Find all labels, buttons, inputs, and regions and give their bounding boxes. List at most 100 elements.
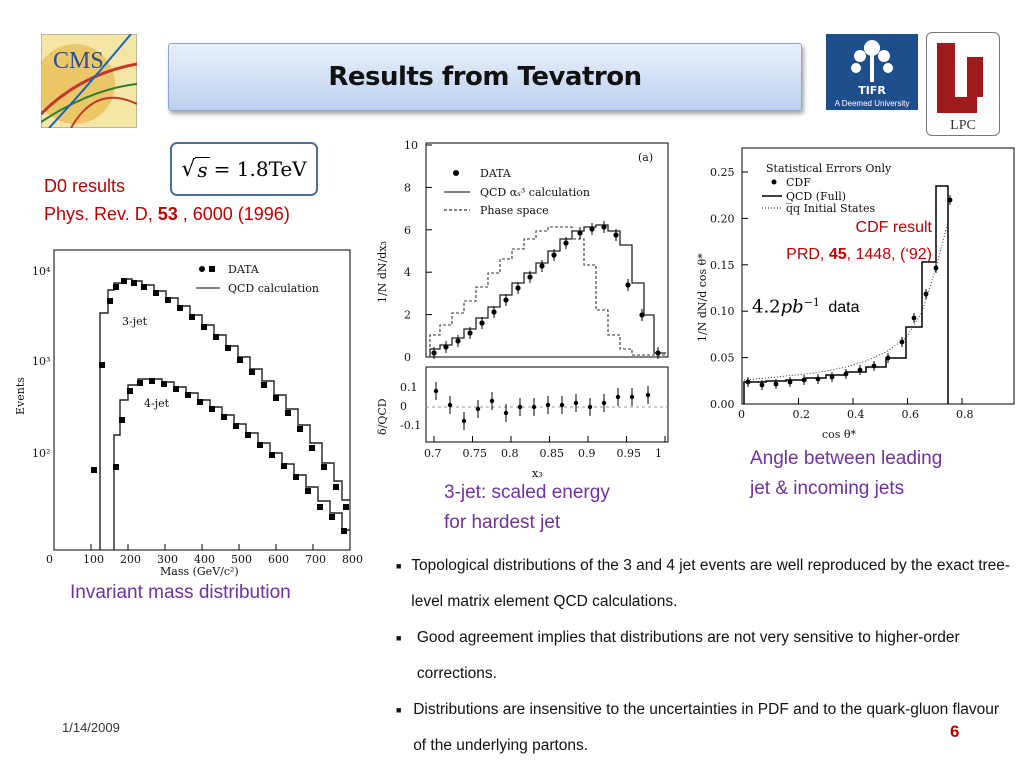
data-point (221, 414, 227, 420)
data-point (759, 382, 765, 388)
energy-xtick: 0.7 (424, 447, 442, 460)
energy-xtick: 0.95 (617, 447, 642, 460)
cdf-luminosity: 4.2pb−1 data (752, 296, 860, 318)
ratio-point (645, 392, 651, 398)
scaled-energy-plot: 10 8 6 4 2 0 0.1 0 -0.1 1/N dN/dx₃ δ/QCD 0.7 0.75… (370, 135, 670, 480)
bullet-list: ■ Topological distributions of the 3 and … (396, 548, 1011, 764)
data-point (655, 350, 661, 356)
data-point (309, 445, 315, 451)
data-point (165, 297, 171, 303)
energy-xtick: 0.75 (463, 447, 488, 460)
d0-reference: D0 results Phys. Rev. D, 53 , 6000 (1996… (44, 172, 290, 228)
energy-phase-space-curve (429, 226, 666, 357)
svg-text:DATA: DATA (480, 167, 512, 180)
data-point (333, 484, 339, 490)
page-number: 6 (950, 722, 960, 741)
data-point (343, 504, 349, 510)
data-point (491, 309, 497, 315)
svg-text:CDF: CDF (786, 176, 811, 189)
data-point (527, 274, 533, 280)
angle-data-points (745, 195, 953, 390)
mass-ytick: 10² (32, 447, 50, 460)
mass-xtick: 100 (83, 553, 104, 566)
mass-ylabel: Events (14, 377, 27, 415)
energy-ylabel2: δ/QCD (376, 398, 389, 435)
data-point (113, 284, 119, 290)
data-point (773, 381, 779, 387)
data-point (261, 382, 267, 388)
data-point (293, 474, 299, 480)
ratio-point (503, 410, 509, 416)
data-point (209, 406, 215, 412)
d0-title: D0 results (44, 176, 126, 196)
data-point (871, 363, 877, 369)
energy-ytick2: 0.1 (400, 381, 418, 394)
angle-xtick: 0.8 (956, 408, 974, 421)
mass-xtick: 300 (157, 553, 178, 566)
data-point (745, 379, 751, 385)
ratio-point (601, 400, 607, 406)
data-point (577, 230, 583, 236)
ratio-point (545, 402, 551, 408)
data-point (233, 423, 239, 429)
data-point (923, 291, 929, 297)
data-point (467, 330, 473, 336)
data-point (285, 410, 291, 416)
data-point (269, 452, 275, 458)
data-point (455, 338, 461, 344)
angle-ytick: 0.20 (710, 212, 735, 225)
angle-xtick: 0.4 (847, 408, 865, 421)
data-point (201, 324, 207, 330)
ratio-point (433, 388, 439, 394)
label-4jet: 4-jet (144, 397, 170, 410)
data-point (127, 388, 133, 394)
data-point (91, 467, 97, 473)
data-point (107, 298, 113, 304)
bullet-item: ■ Topological distributions of the 3 and … (396, 557, 1011, 610)
data-point (787, 379, 793, 385)
angle-ytick: 0.10 (710, 305, 735, 318)
data-point (329, 514, 335, 520)
angle-ytick: 0.00 (710, 398, 735, 411)
data-point (121, 278, 127, 284)
bullet-item: ■ Distributions are insensitive to the un… (396, 701, 1000, 754)
ratio-point (475, 406, 481, 412)
data-point (149, 378, 155, 384)
data-point (99, 362, 105, 368)
data-point (249, 369, 255, 375)
data-point (317, 504, 323, 510)
angle-qcd-curve (743, 185, 949, 404)
data-point (639, 312, 645, 318)
data-point (197, 399, 203, 405)
data-point (443, 344, 449, 350)
energy-xtick: 0.9 (578, 447, 596, 460)
svg-text:QCD (Full): QCD (Full) (786, 190, 846, 203)
caption-scaled-energy: 3-jet: scaled energy for hardest jet (444, 482, 610, 533)
energy-ytick: 8 (404, 181, 411, 194)
data-point (933, 265, 939, 271)
ratio-point (629, 394, 635, 400)
mass-xlabel: Mass (GeV/c²) (160, 565, 239, 578)
caption-angle: Angle between leading jet & incoming jet… (750, 448, 943, 499)
angle-ytick: 0.15 (710, 259, 735, 272)
data-point (551, 252, 557, 258)
data-point (341, 528, 347, 534)
data-point (843, 371, 849, 377)
energy-ylabel: 1/N dN/dx₃ (376, 241, 389, 303)
ratio-point (461, 418, 467, 424)
svg-text:QCD αₛ³ calculation: QCD αₛ³ calculation (480, 186, 590, 199)
data-point (801, 377, 807, 383)
bullet-item: ■ Good agreement implies that distributio… (396, 629, 960, 682)
energy-ytick2: -0.1 (400, 419, 421, 432)
data-point (601, 224, 607, 230)
mass-xtick: 600 (268, 553, 289, 566)
data-point (137, 380, 143, 386)
label-3jet: 3-jet (122, 315, 148, 328)
data-point (113, 464, 119, 470)
energy-ytick2: 0 (400, 400, 407, 413)
data-point (563, 240, 569, 246)
mass-xtick: 700 (305, 553, 326, 566)
data-point (189, 314, 195, 320)
data-point (153, 290, 159, 296)
cdf-citation: PRD, 45, 1448, (‘92) (786, 246, 932, 263)
